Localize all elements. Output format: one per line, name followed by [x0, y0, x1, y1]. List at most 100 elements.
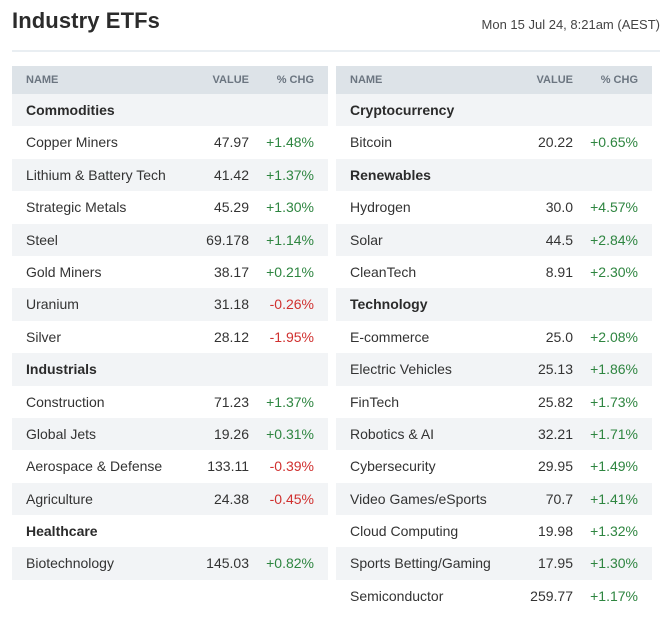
column-header-name: NAME — [26, 74, 59, 86]
etf-change: +0.31% — [266, 425, 314, 442]
etf-value: 24.38 — [213, 490, 249, 507]
etf-name-link[interactable]: E-commerce — [350, 328, 430, 345]
etf-row[interactable]: CleanTech 8.91 +2.30% — [336, 256, 652, 288]
etf-value: 32.21 — [537, 425, 573, 442]
etf-value: 38.17 — [213, 263, 249, 280]
etf-row[interactable]: Cloud Computing 19.98 +1.32% — [336, 515, 652, 547]
etf-row[interactable]: Cybersecurity 29.95 +1.49% — [336, 450, 652, 482]
etf-value: 17.95 — [537, 555, 573, 572]
etf-value: 44.5 — [545, 231, 573, 248]
column-header-chg: % CHG — [600, 74, 638, 86]
etf-row[interactable]: E-commerce 25.0 +2.08% — [336, 321, 652, 353]
etf-row[interactable]: Silver 28.12 -1.95% — [12, 321, 328, 353]
column-header-row: NAME VALUE % CHG — [12, 66, 328, 94]
etf-name-link[interactable]: Strategic Metals — [26, 199, 127, 216]
etf-value: 145.03 — [206, 555, 249, 572]
etf-value: 259.77 — [530, 587, 573, 604]
etf-value: 25.13 — [537, 361, 573, 378]
etf-name-link[interactable]: Copper Miners — [26, 134, 118, 151]
etf-name-link[interactable]: Steel — [26, 231, 58, 248]
etf-name-link[interactable]: Lithium & Battery Tech — [26, 166, 166, 183]
etf-row[interactable]: Sports Betting/Gaming 17.95 +1.30% — [336, 547, 652, 580]
etf-change: +0.21% — [266, 263, 314, 280]
column-header-value: VALUE — [536, 74, 573, 86]
etf-row[interactable]: Gold Miners 38.17 +0.21% — [12, 256, 328, 288]
etf-name-link[interactable]: Construction — [26, 393, 105, 410]
etf-row[interactable]: Construction 71.23 +1.37% — [12, 386, 328, 418]
etf-value: 25.0 — [545, 328, 573, 345]
etf-change: +1.37% — [266, 166, 314, 183]
etf-row[interactable]: Steel 69.178 +1.14% — [12, 223, 328, 256]
etf-name-link[interactable]: Solar — [350, 231, 383, 248]
etf-row[interactable]: Strategic Metals 45.29 +1.30% — [12, 191, 328, 223]
etf-name-link[interactable]: Sports Betting/Gaming — [350, 555, 491, 572]
etf-value: 70.7 — [545, 490, 573, 507]
column-header-row: NAME VALUE % CHG — [336, 66, 652, 94]
etf-name-link[interactable]: Robotics & AI — [350, 425, 435, 442]
etf-name-link[interactable]: FinTech — [350, 393, 400, 410]
etf-name-link[interactable]: Gold Miners — [26, 263, 102, 280]
etf-row[interactable]: Hydrogen 30.0 +4.57% — [336, 191, 652, 223]
etf-row[interactable]: Aerospace & Defense 133.11 -0.39% — [12, 450, 328, 482]
etf-name-link[interactable]: Uranium — [26, 296, 79, 313]
etf-name-link[interactable]: Biotechnology — [26, 555, 114, 572]
etf-row[interactable]: Global Jets 19.26 +0.31% — [12, 417, 328, 451]
etf-value: 8.91 — [545, 263, 573, 280]
etf-row[interactable]: Uranium 31.18 -0.26% — [12, 288, 328, 321]
section-label: Cryptocurrency — [350, 102, 455, 118]
etf-row[interactable]: Solar 44.5 +2.84% — [336, 223, 652, 256]
etf-name-link[interactable]: Hydrogen — [350, 199, 411, 216]
etf-change: +2.08% — [590, 328, 638, 345]
etf-name-link[interactable]: Video Games/eSports — [350, 490, 487, 507]
etf-row[interactable]: FinTech 25.82 +1.73% — [336, 386, 652, 418]
etf-name-link[interactable]: Electric Vehicles — [350, 361, 452, 378]
etf-name-link[interactable]: Silver — [26, 328, 62, 345]
etf-row[interactable]: Robotics & AI 32.21 +1.71% — [336, 417, 652, 451]
etf-row[interactable]: Biotechnology 145.03 +0.82% — [12, 547, 328, 580]
etf-row[interactable]: Video Games/eSports 70.7 +1.41% — [336, 482, 652, 516]
etf-row[interactable]: Copper Miners 47.97 +1.48% — [12, 126, 328, 158]
etf-row[interactable]: Lithium & Battery Tech 41.42 +1.37% — [12, 158, 328, 192]
etf-value: 19.98 — [537, 523, 573, 540]
etf-change: +0.82% — [266, 555, 314, 572]
column-header-chg: % CHG — [276, 74, 314, 86]
etf-value: 41.42 — [213, 166, 249, 183]
etf-value: 29.95 — [537, 458, 573, 475]
etf-change: -0.39% — [269, 458, 314, 475]
etf-row[interactable]: Semiconductor 259.77 +1.17% — [336, 580, 652, 612]
etf-value: 31.18 — [213, 296, 249, 313]
timestamp: Mon 15 Jul 24, 8:21am (AEST) — [481, 17, 660, 32]
column-header-name: NAME — [350, 74, 383, 86]
etf-change: -0.26% — [269, 296, 314, 313]
etf-value: 30.0 — [545, 199, 573, 216]
etf-name-link[interactable]: Cloud Computing — [350, 523, 459, 540]
etf-row[interactable]: Agriculture 24.38 -0.45% — [12, 482, 328, 516]
etf-row[interactable]: Bitcoin 20.22 +0.65% — [336, 126, 652, 158]
etf-name-link[interactable]: Cybersecurity — [350, 458, 436, 475]
etf-change: +1.37% — [266, 393, 314, 410]
section-label: Healthcare — [26, 523, 98, 540]
page-title: Industry ETFs — [12, 8, 160, 33]
etf-change: +1.71% — [590, 425, 638, 442]
page-header: Industry ETFs Mon 15 Jul 24, 8:21am (AES… — [12, 0, 660, 52]
etf-change: +1.30% — [590, 555, 638, 572]
etf-value: 19.26 — [213, 425, 249, 442]
etf-name-link[interactable]: Aerospace & Defense — [26, 458, 163, 475]
etf-name-link[interactable]: Agriculture — [26, 490, 93, 507]
etf-row[interactable]: Electric Vehicles 25.13 +1.86% — [336, 353, 652, 386]
etf-name-link[interactable]: Bitcoin — [350, 134, 393, 151]
etf-change: +1.73% — [590, 393, 638, 410]
etf-value: 45.29 — [213, 199, 249, 216]
section-header-cryptocurrency: Cryptocurrency — [336, 94, 652, 127]
etf-change: +2.30% — [590, 263, 638, 280]
section-header-renewables: Renewables — [336, 158, 652, 192]
section-label: Industrials — [26, 361, 97, 378]
section-header-industrials: Industrials — [12, 353, 328, 386]
etf-name-link[interactable]: Global Jets — [26, 425, 97, 442]
etf-name-link[interactable]: Semiconductor — [350, 587, 444, 604]
etf-name-link[interactable]: CleanTech — [350, 263, 417, 280]
etf-change: -1.95% — [269, 328, 314, 345]
section-label: Technology — [350, 296, 428, 313]
section-header-healthcare: Healthcare — [12, 515, 328, 547]
etf-value: 20.22 — [537, 134, 573, 151]
